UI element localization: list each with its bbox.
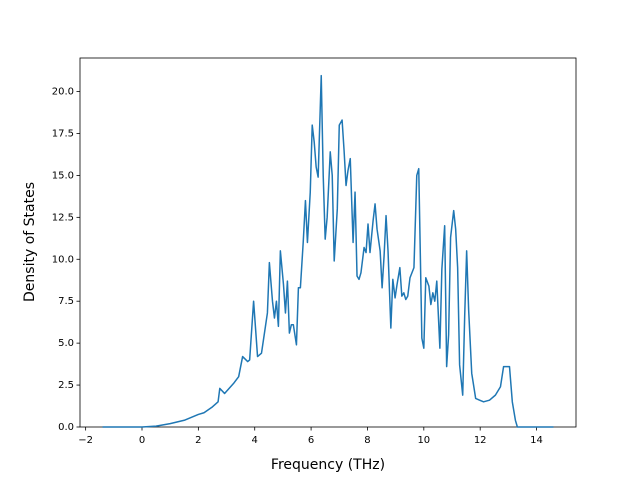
y-tick-label: 15.0 [52,170,74,181]
x-tick-label: 2 [195,435,201,446]
y-tick-label: 5.0 [58,338,74,349]
y-tick-label: 10.0 [52,254,74,265]
y-tick-label: 2.5 [58,380,74,391]
x-tick-label: 14 [530,435,543,446]
x-axis-label: Frequency (THz) [271,457,385,473]
x-tick-label: 10 [417,435,430,446]
x-tick-label: −2 [78,435,93,446]
y-tick-label: 12.5 [52,212,74,223]
x-tick-label: 8 [364,435,370,446]
x-tick-label: 0 [139,435,145,446]
axes-frame [79,57,577,428]
y-tick-label: 0.0 [58,422,74,433]
y-axis-label: Density of States [22,182,38,302]
x-tick-label: 4 [252,435,258,446]
x-tick-label: 6 [308,435,314,446]
y-tick-label: 20.0 [52,87,74,98]
dos-line [102,74,554,428]
y-tick-label: 7.5 [58,296,74,307]
x-tick-label: 12 [474,435,487,446]
y-tick-label: 17.5 [52,128,74,139]
